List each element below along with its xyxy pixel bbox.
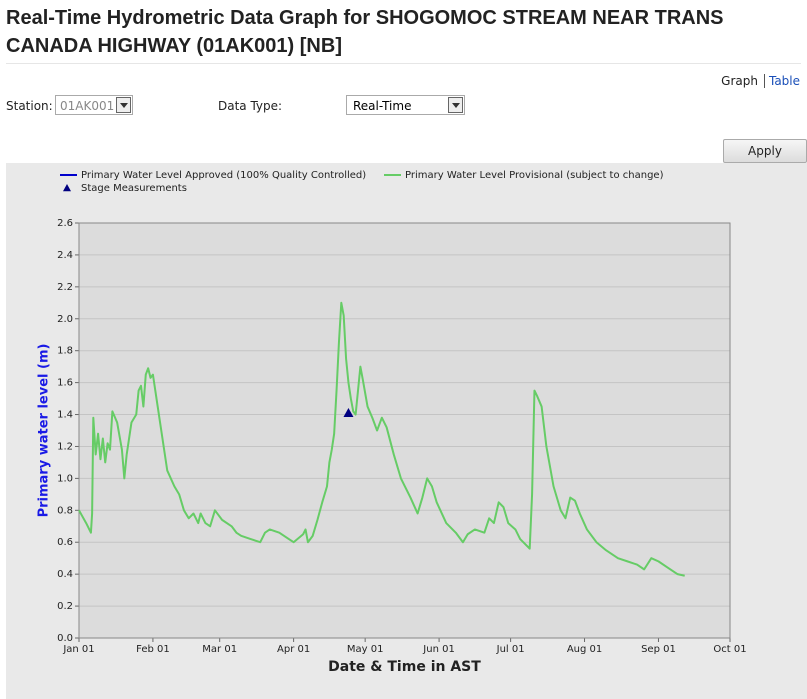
x-tick-label: Mar 01 [202,644,237,655]
x-tick-label: Jul 01 [496,644,525,655]
y-tick-label: 0.0 [57,633,73,644]
x-tick-label: Jun 01 [422,644,455,655]
data-type-value: Real-Time [353,99,412,113]
data-type-label: Data Type: [218,99,283,113]
apply-button[interactable]: Apply [723,139,807,163]
series-line [78,301,685,577]
plot-border [78,222,731,639]
station-select[interactable]: 01AK001 [55,95,133,115]
x-tick-label: May 01 [347,644,384,655]
dropdown-arrow [448,97,463,113]
y-tick-label: 0.2 [57,601,73,612]
y-tick-label: 1.4 [57,410,73,421]
y-tick-label: 1.2 [57,441,73,452]
y-tick-label: 1.0 [57,473,73,484]
stage-marker [343,407,354,417]
divider [6,63,801,64]
x-tick-label: Apr 01 [277,644,310,655]
x-tick-label: Jan 01 [62,644,94,655]
y-tick-label: 0.8 [57,505,73,516]
y-tick-label: 2.2 [57,282,73,293]
page-title: Real-Time Hydrometric Data Graph for SHO… [6,7,724,57]
y-tick-label: 2.6 [57,218,73,229]
x-tick-label: Sep 01 [641,644,676,655]
table-link[interactable]: Table [768,74,800,88]
station-value: 01AK001 [60,99,115,113]
y-tick-label: 0.6 [57,537,73,548]
x-tick-label: Oct 01 [713,644,746,655]
legend-label: Primary Water Level Provisional (subject… [405,170,664,181]
x-tick-label: Aug 01 [567,644,602,655]
view-nav: Graph Table [717,74,804,88]
y-tick-label: 2.0 [57,314,73,325]
graph-link[interactable]: Graph [717,74,765,88]
x-tick-label: Feb 01 [136,644,170,655]
y-tick-label: 2.4 [57,250,73,261]
y-tick-label: 0.4 [57,569,73,580]
data-type-select[interactable]: Real-Time [346,95,465,115]
y-tick-label: 1.6 [57,378,73,389]
x-axis-label: Date & Time in AST [328,659,481,675]
dropdown-arrow [116,97,131,113]
plot-area [79,223,730,638]
y-tick-label: 1.8 [57,346,73,357]
legend-label: Stage Measurements [81,183,187,194]
y-axis-label: Primary water level (m) [37,344,52,518]
legend-marker [63,184,71,192]
legend-label: Primary Water Level Approved (100% Quali… [81,170,366,181]
chart: 0.0 0.2 0.4 0.6 0.8 1.0 1.2 1.4 1.6 1.8 2.0 2.2 2.4 2… [6,163,807,699]
station-label: Station: [6,99,53,113]
